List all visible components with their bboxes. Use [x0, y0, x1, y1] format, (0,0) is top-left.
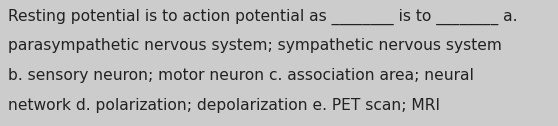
Text: parasympathetic nervous system; sympathetic nervous system: parasympathetic nervous system; sympathe…: [8, 38, 502, 53]
Text: Resting potential is to action potential as ________ is to ________ a.: Resting potential is to action potential…: [8, 9, 518, 25]
Text: b. sensory neuron; motor neuron c. association area; neural: b. sensory neuron; motor neuron c. assoc…: [8, 68, 474, 83]
Text: network d. polarization; depolarization e. PET scan; MRI: network d. polarization; depolarization …: [8, 98, 440, 113]
